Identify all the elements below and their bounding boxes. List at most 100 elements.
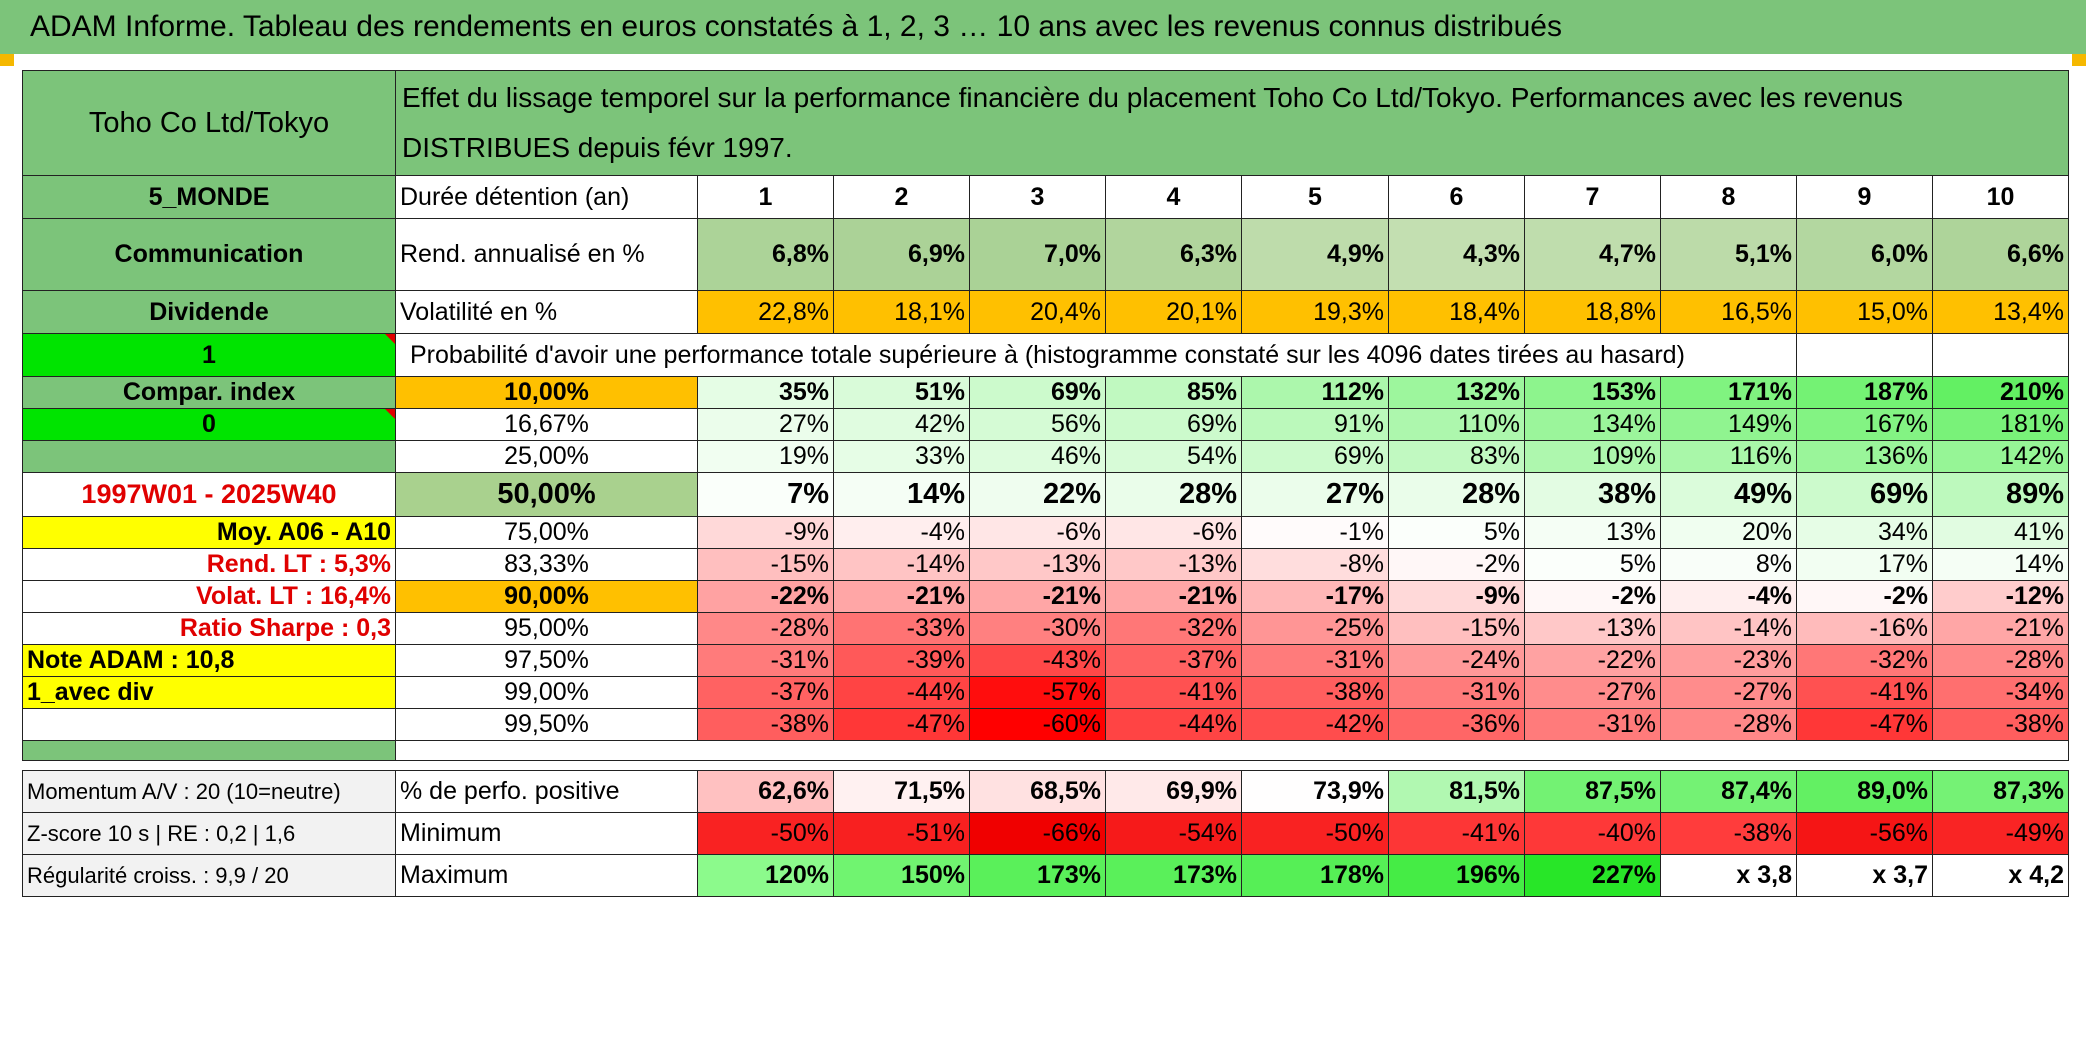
prob-cell: -13% xyxy=(1105,548,1242,581)
min-label: Minimum xyxy=(395,812,698,855)
table-row: 25,00% 19% 33% 46% 54% 69% 83% 109% 116% 136% 142% xyxy=(22,440,2069,473)
prob-cell: -28% xyxy=(1932,644,2069,677)
max-cell: x 3,8 xyxy=(1660,854,1797,897)
pos-cell: 71,5% xyxy=(833,770,970,813)
min-cell: -54% xyxy=(1105,812,1242,855)
note-adam-label: Note ADAM : 10,8 xyxy=(22,644,396,677)
min-cell: -40% xyxy=(1524,812,1661,855)
prob-cell: -1% xyxy=(1241,516,1389,549)
prob-cell: -41% xyxy=(1796,676,1933,709)
rend-cell: 5,1% xyxy=(1660,218,1797,291)
prob-cell: -22% xyxy=(1524,644,1661,677)
prob-cell: -9% xyxy=(697,516,834,549)
prob-cell: -47% xyxy=(833,708,970,741)
table-row: Régularité croiss. : 9,9 / 20 Maximum 120%… xyxy=(22,854,2069,897)
rend-cell: 4,9% xyxy=(1241,218,1389,291)
proba-label: Probabilité d'avoir une performance tota… xyxy=(395,333,1797,377)
prob-cell: -41% xyxy=(1105,676,1242,709)
flag-one: 1 xyxy=(22,333,396,377)
rend-cell: 6,0% xyxy=(1796,218,1933,291)
prob-cell: -25% xyxy=(1241,612,1389,645)
prob-cell: 22% xyxy=(969,472,1106,517)
prob-cell: -4% xyxy=(1660,580,1797,613)
prob-cell: -4% xyxy=(833,516,970,549)
threshold-cell: 25,00% xyxy=(395,440,698,473)
threshold-cell: 83,33% xyxy=(395,548,698,581)
prob-cell: 85% xyxy=(1105,376,1242,409)
prob-cell: 20% xyxy=(1660,516,1797,549)
table-row: Compar. index 10,00% 35% 51% 69% 85% 112% 132% 1… xyxy=(22,376,2069,409)
min-cell: -38% xyxy=(1660,812,1797,855)
year-header: 5 xyxy=(1241,175,1389,219)
prob-cell: 69% xyxy=(1796,472,1933,517)
table-row: Toho Co Ltd/Tokyo Effet du lissage tempor… xyxy=(22,70,2069,176)
pos-label: % de perfo. positive xyxy=(395,770,698,813)
table-row: 1_avec div 99,00% -37% -44% -57% -41% -38% -31%… xyxy=(22,676,2069,709)
returns-table: Toho Co Ltd/Tokyo Effet du lissage tempor… xyxy=(22,70,2069,897)
corner-marker-right xyxy=(2072,54,2086,66)
prob-cell: -32% xyxy=(1796,644,1933,677)
vol-cell: 15,0% xyxy=(1796,290,1933,334)
vol-cell: 19,3% xyxy=(1241,290,1389,334)
vol-cell: 20,4% xyxy=(969,290,1106,334)
prob-cell: 116% xyxy=(1660,440,1797,473)
min-cell: -66% xyxy=(969,812,1106,855)
avec-div-label: 1_avec div xyxy=(22,676,396,709)
prob-cell: 8% xyxy=(1660,548,1797,581)
prob-cell: 13% xyxy=(1524,516,1661,549)
prob-cell: -44% xyxy=(1105,708,1242,741)
prob-cell: 149% xyxy=(1660,408,1797,441)
table-row: Dividende Volatilité en % 22,8% 18,1% 20,4% 2… xyxy=(22,290,2069,334)
max-cell: x 3,7 xyxy=(1796,854,1933,897)
table-row: Rend. LT : 5,3% 83,33% -15% -14% -13% -13% -8%… xyxy=(22,548,2069,581)
prob-cell: -38% xyxy=(1241,676,1389,709)
table-row: 5_MONDE Durée détention (an) 1 2 3 4 5 6 7 8 9 10 xyxy=(22,175,2069,219)
rend-cell: 4,3% xyxy=(1388,218,1525,291)
min-cell: -51% xyxy=(833,812,970,855)
rend-lt-label: Rend. LT : 5,3% xyxy=(22,548,396,581)
table-row: Note ADAM : 10,8 97,50% -31% -39% -43% -37% -3… xyxy=(22,644,2069,677)
prob-cell: -8% xyxy=(1241,548,1389,581)
pos-cell: 62,6% xyxy=(697,770,834,813)
table-row: 1 Probabilité d'avoir une performance tot… xyxy=(22,333,2069,377)
prob-cell: -13% xyxy=(1524,612,1661,645)
threshold-cell: 99,50% xyxy=(395,708,698,741)
prob-cell: 5% xyxy=(1388,516,1525,549)
prob-cell: -23% xyxy=(1660,644,1797,677)
sector-label: Communication xyxy=(22,218,396,291)
spacer-cell xyxy=(395,740,2069,761)
prob-cell: 14% xyxy=(1932,548,2069,581)
max-label: Maximum xyxy=(395,854,698,897)
prob-cell: 167% xyxy=(1796,408,1933,441)
prob-cell: 14% xyxy=(833,472,970,517)
prob-cell: 142% xyxy=(1932,440,2069,473)
prob-cell: 7% xyxy=(697,472,834,517)
spacer-cell xyxy=(22,760,2069,771)
volat-lt-label: Volat. LT : 16,4% xyxy=(22,580,396,613)
vol-cell: 22,8% xyxy=(697,290,834,334)
rend-cell: 6,8% xyxy=(697,218,834,291)
prob-cell: 210% xyxy=(1932,376,2069,409)
threshold-cell: 10,00% xyxy=(395,376,698,409)
period-label: 1997W01 - 2025W40 xyxy=(22,472,396,517)
max-cell: 227% xyxy=(1524,854,1661,897)
year-header: 6 xyxy=(1388,175,1525,219)
regularite-label: Régularité croiss. : 9,9 / 20 xyxy=(22,854,396,897)
prob-cell: -12% xyxy=(1932,580,2069,613)
threshold-cell: 16,67% xyxy=(395,408,698,441)
prob-cell: -44% xyxy=(833,676,970,709)
prob-cell: -2% xyxy=(1524,580,1661,613)
max-cell: 173% xyxy=(969,854,1106,897)
prob-cell: 89% xyxy=(1932,472,2069,517)
prob-cell: 17% xyxy=(1796,548,1933,581)
vol-label: Volatilité en % xyxy=(395,290,698,334)
prob-cell: -28% xyxy=(1660,708,1797,741)
prob-cell: -30% xyxy=(969,612,1106,645)
vol-cell: 16,5% xyxy=(1660,290,1797,334)
prob-cell: -32% xyxy=(1105,612,1242,645)
prob-cell: -47% xyxy=(1796,708,1933,741)
prob-cell: 54% xyxy=(1105,440,1242,473)
prob-cell: -31% xyxy=(1388,676,1525,709)
prob-cell: 153% xyxy=(1524,376,1661,409)
max-cell: 178% xyxy=(1241,854,1389,897)
